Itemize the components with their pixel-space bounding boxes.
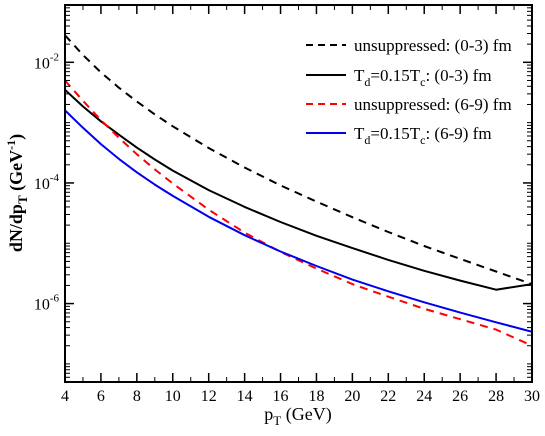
x-axis-title-unit: (GeV)	[281, 404, 331, 425]
legend-label: Td=0.15Tc: (0-3) fm	[354, 66, 492, 89]
y-axis-title: dN/dpT (GeV-1)	[4, 134, 30, 252]
legend-label: Td=0.15Tc: (6-9) fm	[354, 124, 492, 147]
y-axis-title-b: (GeV	[6, 150, 27, 195]
x-axis: 4 6 8 10 12 14 16 18 20 22 24 26 28 30	[61, 5, 540, 405]
x-axis-title-main: p	[264, 404, 273, 424]
series-line-2	[65, 89, 532, 291]
y-tick-label: 10-6	[34, 293, 60, 314]
x-tick-label: 24	[416, 388, 432, 405]
y-tick-label: 10-4	[34, 172, 60, 193]
y-axis-title-c: )	[6, 134, 27, 140]
y-axis: 10-6 10-4 10-2	[34, 7, 532, 378]
x-tick-label: 18	[308, 388, 324, 405]
x-tick-label: 8	[133, 388, 141, 405]
y-tick-label: 10-2	[34, 51, 59, 72]
x-tick-label: 30	[524, 388, 540, 405]
x-tick-label: 12	[201, 388, 217, 405]
series-line-3	[65, 79, 532, 347]
x-tick-label: 10	[165, 388, 181, 405]
x-tick-label: 28	[488, 388, 504, 405]
x-tick-label: 6	[97, 388, 105, 405]
y-axis-title-a: dN/dp	[6, 204, 26, 252]
x-tick-label: 20	[344, 388, 360, 405]
x-axis-title: pT (GeV)	[264, 404, 331, 428]
x-tick-label: 4	[61, 388, 69, 405]
x-tick-label: 16	[273, 388, 289, 405]
legend-label: unsuppressed: (6-9) fm	[354, 95, 512, 114]
y-axis-title-sub: T	[15, 195, 30, 204]
series-line-1	[65, 34, 532, 286]
legend-label: unsuppressed: (0-3) fm	[354, 36, 512, 55]
y-axis-title-sup: -1	[4, 140, 18, 150]
x-tick-label: 22	[380, 388, 396, 405]
legend: unsuppressed: (0-3) fm Td=0.15Tc: (0-3) f…	[306, 36, 512, 147]
x-axis-title-sub: T	[273, 413, 281, 428]
series-layer	[65, 34, 532, 347]
series-line-4	[65, 109, 532, 333]
x-tick-label: 26	[452, 388, 468, 405]
x-tick-label: 14	[237, 388, 253, 405]
